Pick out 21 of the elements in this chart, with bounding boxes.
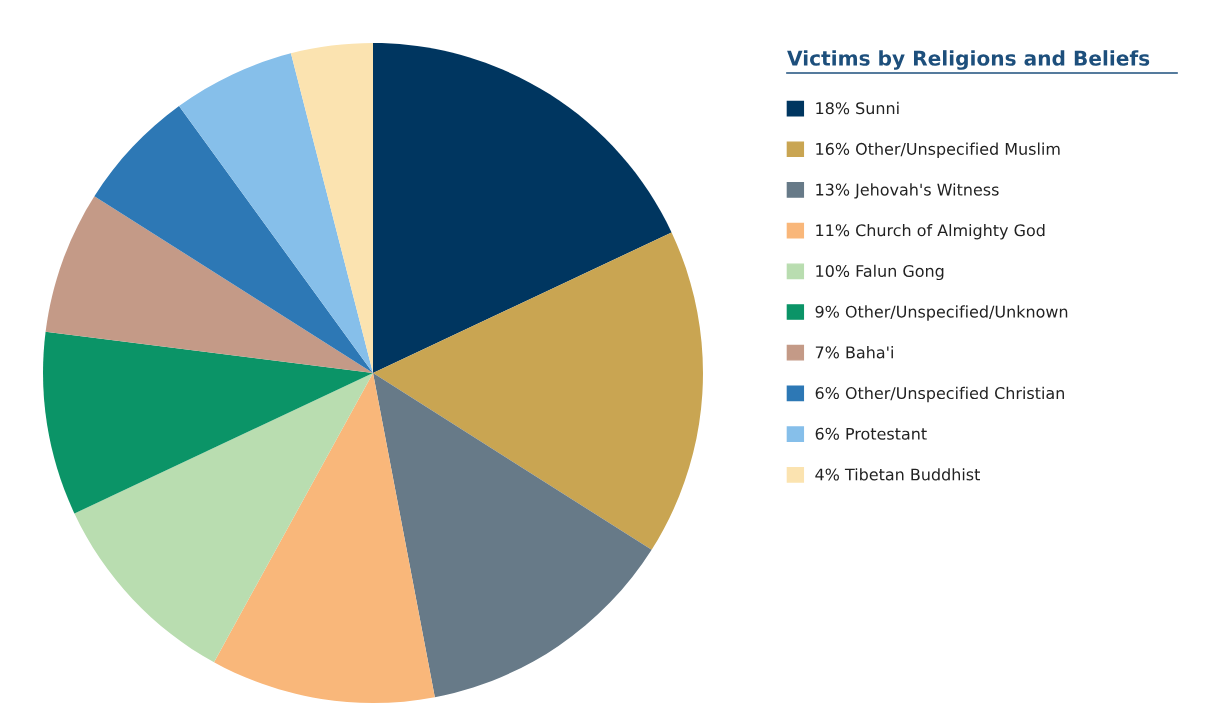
legend-label: 7% Baha'i <box>815 346 893 359</box>
pie-slice <box>373 43 672 373</box>
legend-label: 6% Protestant <box>815 427 927 440</box>
legend-label: 6% Other/Unspecified Christian <box>815 386 1064 403</box>
pie-slice <box>43 331 373 514</box>
legend-label: 10% Falun Gong <box>816 264 944 281</box>
legend-label: 16% Other/Unspecified Muslim <box>816 142 1060 159</box>
pie-slice <box>373 373 652 698</box>
legend-label: 18% Sunni <box>816 101 899 115</box>
pie-slice <box>94 106 373 373</box>
pie-slice <box>290 43 373 373</box>
pie-slice <box>45 196 373 373</box>
pie-slice <box>373 232 703 550</box>
pie-slice <box>74 373 373 663</box>
pie-slice <box>214 373 435 703</box>
legend-label: 4% Tibetan Buddhist <box>815 468 980 481</box>
pie-slice <box>179 53 373 373</box>
legend-title: Victims by Religions and Beliefs <box>787 50 1150 70</box>
legend-label: 9% Other/Unspecified/Unknown <box>815 305 1068 321</box>
legend-label: 11% Church of Almighty God <box>816 223 1045 240</box>
legend-label: 13% Jehovah's Witness <box>816 183 999 199</box>
